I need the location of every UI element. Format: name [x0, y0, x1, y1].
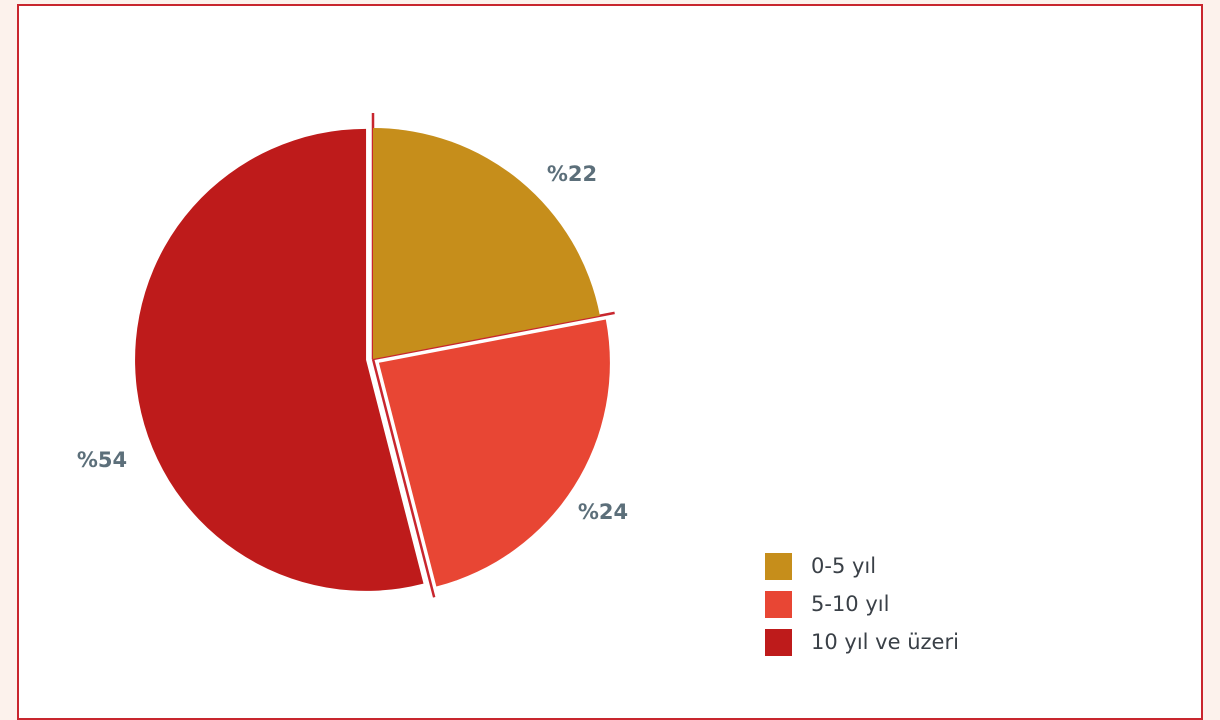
legend-label: 0-5 yıl — [811, 554, 877, 578]
pie-data-labels: %22 %24 %54 — [77, 162, 628, 524]
pie-slice — [378, 319, 610, 587]
pie-slice — [135, 128, 424, 591]
data-label: %22 — [547, 162, 597, 186]
legend-swatch — [765, 628, 792, 656]
pie-slice — [373, 128, 600, 359]
legend-item: 0-5 yıl — [765, 547, 959, 585]
legend-label: 5-10 yıl — [811, 592, 890, 616]
legend-swatch — [765, 552, 792, 580]
legend-item: 5-10 yıl — [765, 585, 959, 623]
legend-label: 10 yıl ve üzeri — [811, 630, 959, 654]
data-label: %54 — [77, 448, 127, 472]
slice-separator-line — [371, 358, 436, 598]
legend-swatch — [765, 590, 792, 618]
data-label: %24 — [578, 500, 628, 524]
legend: 0-5 yıl 5-10 yıl 10 yıl ve üzeri — [765, 547, 959, 661]
legend-item: 10 yıl ve üzeri — [765, 623, 959, 661]
pie-slices — [135, 128, 610, 591]
